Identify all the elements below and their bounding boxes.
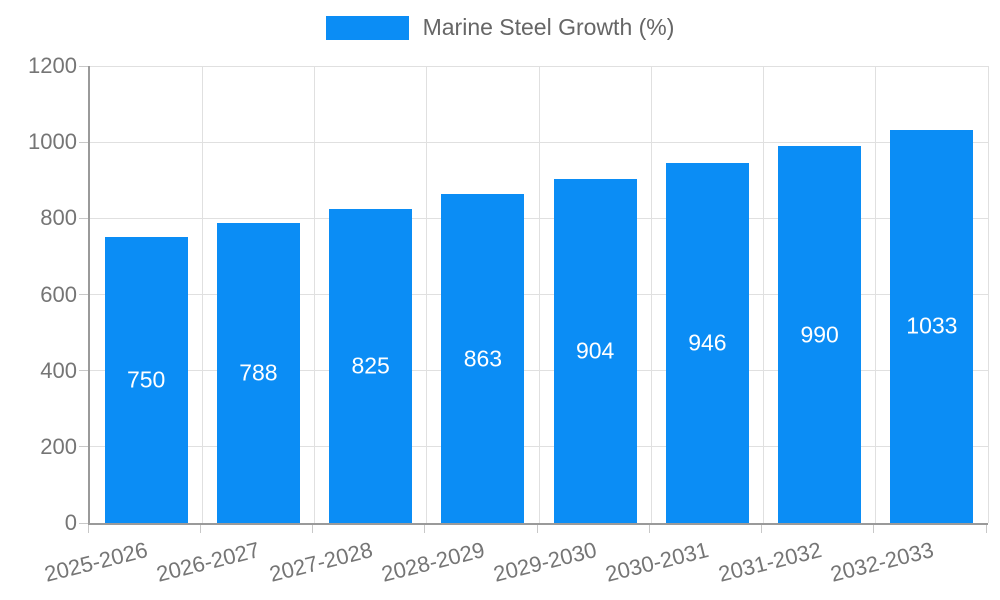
y-axis-tick-mark: [79, 522, 88, 524]
y-axis-tick-mark: [79, 65, 88, 67]
y-axis-tick-mark: [79, 370, 88, 372]
bar-value-label: 904: [575, 337, 615, 364]
bar-value-label: 990: [800, 321, 839, 347]
bar-value-label: 788: [239, 359, 278, 386]
bar-value-label: 863: [463, 345, 503, 372]
bar[interactable]: 1033: [890, 129, 974, 523]
plot-area: 750 788 825 863 904 946 990 1033: [88, 65, 989, 525]
gridline-vertical: [201, 66, 203, 523]
y-axis-tick-mark: [79, 446, 88, 448]
bar[interactable]: 863: [441, 194, 525, 523]
gridline-vertical: [987, 66, 989, 523]
bar-value-label: 750: [126, 366, 166, 393]
bar[interactable]: 750: [104, 237, 188, 523]
legend-label: Marine Steel Growth (%): [422, 14, 675, 40]
gridline-vertical: [314, 66, 315, 523]
bar[interactable]: 904: [553, 178, 637, 523]
x-axis-tick-mark: [761, 525, 762, 533]
x-axis-tick-mark: [873, 525, 875, 533]
legend-item[interactable]: Marine Steel Growth (%): [325, 14, 675, 41]
bar[interactable]: 946: [665, 162, 749, 523]
y-axis-tick-mark: [79, 141, 88, 143]
y-axis-tick-label: 600: [40, 281, 77, 307]
x-axis-tick-mark: [199, 525, 201, 533]
y-axis-tick-label: 1000: [28, 129, 77, 155]
x-axis-tick-mark: [312, 525, 313, 533]
bar[interactable]: 990: [778, 145, 862, 523]
gridline-vertical: [875, 66, 877, 523]
x-axis-tick-mark: [648, 525, 650, 533]
legend-swatch-icon: [325, 15, 409, 40]
gridline-vertical: [763, 66, 764, 523]
y-axis-tick-mark: [79, 217, 88, 219]
legend: Marine Steel Growth (%): [0, 14, 1000, 41]
bar[interactable]: 788: [216, 222, 300, 523]
bar-value-label: 946: [688, 329, 727, 356]
x-axis-tick-mark: [424, 525, 426, 533]
bar[interactable]: 825: [329, 208, 413, 523]
gridline-vertical: [426, 66, 428, 523]
y-axis-tick-label: 400: [40, 357, 77, 383]
gridline-vertical: [650, 66, 652, 523]
x-axis-tick-mark: [87, 525, 89, 533]
y-axis-tick-label: 800: [40, 205, 77, 231]
y-axis-tick-label: 200: [40, 433, 77, 459]
y-axis-tick-label: 1200: [28, 53, 77, 78]
gridline-vertical: [538, 66, 540, 523]
x-axis-tick-mark: [536, 525, 538, 533]
y-axis-tick-label: 0: [64, 510, 77, 535]
y-axis-tick-mark: [79, 294, 88, 295]
bar-value-label: 825: [351, 352, 390, 379]
x-axis-tick-mark: [985, 525, 987, 533]
bar-value-label: 1033: [906, 312, 958, 339]
